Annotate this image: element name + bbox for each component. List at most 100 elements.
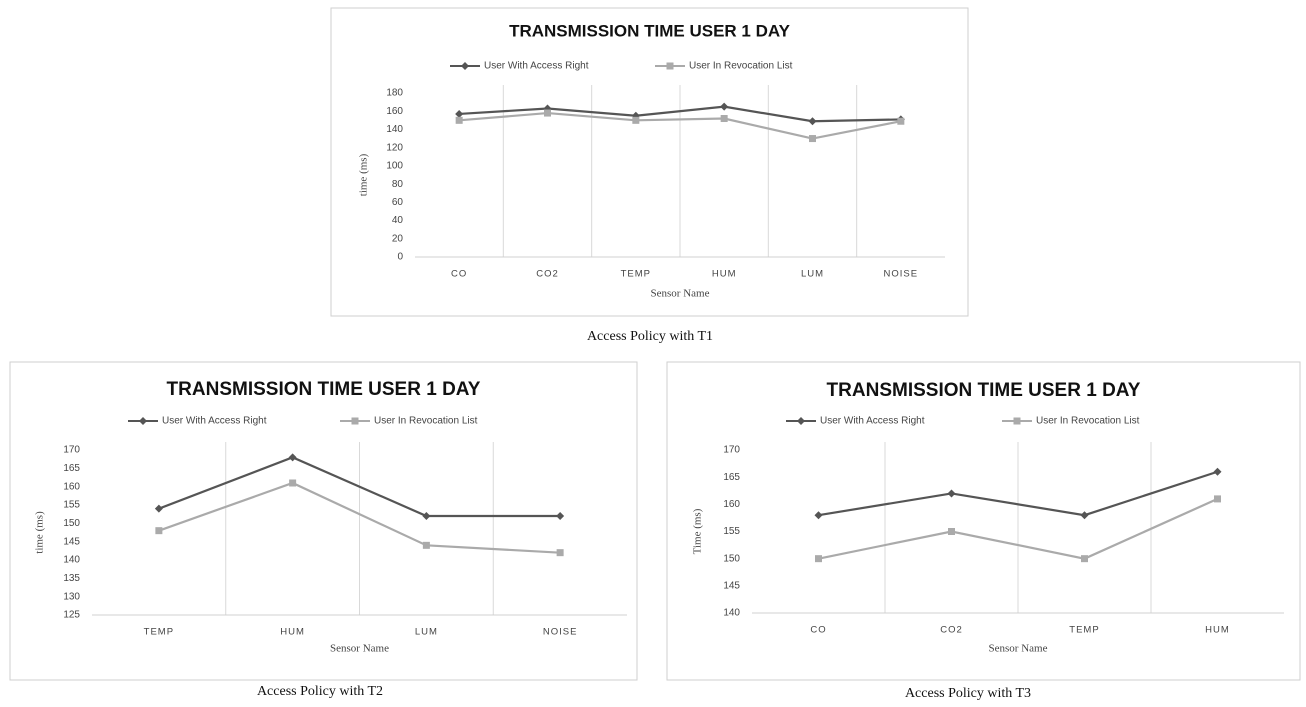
marker [1213, 467, 1222, 476]
marker [1080, 511, 1089, 520]
marker [155, 527, 163, 535]
x-tick-label: HUM [280, 627, 305, 638]
marker [815, 555, 822, 563]
x-tick-label: CO [810, 625, 826, 636]
y-tick-label: 160 [386, 106, 403, 117]
y-tick-label: 40 [392, 215, 404, 226]
x-tick-label: LUM [801, 269, 824, 280]
marker [720, 102, 729, 111]
y-tick-label: 0 [397, 252, 403, 263]
y-tick-label: 170 [63, 445, 80, 456]
y-tick-label: 140 [723, 608, 740, 619]
series-line [818, 470, 1218, 517]
marker [720, 115, 728, 123]
x-tick-label: CO [451, 269, 467, 280]
marker [289, 479, 297, 487]
x-tick-label: LUM [415, 627, 438, 638]
y-tick-label: 150 [723, 553, 740, 564]
caption: Access Policy with T2 [257, 684, 383, 699]
chart-frame [666, 361, 1301, 681]
y-tick-label: 130 [63, 591, 80, 602]
legend-marker [351, 417, 359, 425]
y-tick-label: 60 [392, 197, 404, 208]
caption: Access Policy with T3 [905, 686, 1031, 701]
marker [1214, 495, 1221, 503]
marker [455, 109, 464, 118]
marker [154, 504, 163, 513]
y-tick-label: 150 [63, 518, 80, 529]
marker [422, 512, 431, 520]
y-axis-label: Time (ms) [692, 508, 704, 554]
x-tick-label: HUM [1205, 625, 1230, 636]
marker [809, 135, 816, 143]
x-tick-label: TEMP [144, 627, 174, 638]
legend-label: User In Revocation List [689, 61, 793, 72]
marker [632, 116, 640, 124]
chart-frame [330, 7, 969, 317]
y-axis-label: time (ms) [358, 153, 370, 196]
legend-marker [139, 417, 147, 425]
x-tick-label: CO2 [940, 625, 963, 636]
series-line [459, 111, 902, 140]
legend-marker [666, 62, 674, 70]
x-axis-label: Sensor Name [330, 643, 389, 655]
marker [1081, 555, 1088, 563]
y-tick-label: 135 [63, 573, 80, 584]
marker [544, 109, 551, 117]
legend-label: User With Access Right [484, 61, 589, 72]
y-tick-label: 140 [386, 124, 403, 135]
y-tick-label: 80 [392, 179, 404, 190]
y-tick-label: 140 [63, 555, 80, 566]
y-tick-label: 145 [723, 580, 740, 591]
series-line [818, 497, 1218, 560]
marker [947, 489, 956, 498]
legend-marker [797, 417, 805, 425]
series-line [158, 481, 561, 554]
chart-title: TRANSMISSION TIME USER 1 DAY [827, 380, 1141, 401]
marker [422, 541, 430, 549]
marker [556, 512, 565, 520]
y-tick-label: 160 [63, 481, 80, 492]
series-line [158, 456, 561, 518]
x-axis-label: Sensor Name [651, 288, 710, 300]
chart-title: TRANSMISSION TIME USER 1 DAY [509, 21, 791, 40]
y-tick-label: 20 [392, 233, 404, 244]
y-tick-label: 125 [63, 610, 80, 621]
legend-label: User In Revocation List [374, 416, 478, 427]
y-tick-label: 100 [386, 161, 403, 172]
y-tick-label: 165 [723, 472, 740, 483]
x-tick-label: NOISE [884, 269, 919, 280]
legend-marker [1013, 417, 1021, 425]
legend-label: User With Access Right [162, 416, 267, 427]
marker [556, 549, 564, 557]
marker [948, 528, 955, 535]
marker [808, 117, 817, 126]
legend-label: User With Access Right [820, 416, 925, 427]
x-tick-label: HUM [712, 269, 737, 280]
chart-frame [9, 361, 638, 681]
marker [814, 511, 823, 520]
y-tick-label: 160 [723, 499, 740, 510]
x-tick-label: CO2 [536, 269, 559, 280]
x-tick-label: TEMP [1069, 625, 1099, 636]
y-tick-label: 165 [63, 463, 80, 474]
y-tick-label: 145 [63, 536, 80, 547]
y-tick-label: 155 [723, 526, 740, 537]
marker [288, 453, 297, 462]
chart-title: TRANSMISSION TIME USER 1 DAY [167, 379, 481, 400]
series-line [459, 105, 901, 123]
y-tick-label: 180 [386, 88, 403, 99]
y-tick-label: 120 [386, 142, 403, 153]
x-tick-label: TEMP [621, 269, 651, 280]
y-tick-label: 170 [723, 445, 740, 456]
legend-marker [461, 62, 469, 70]
y-tick-label: 155 [63, 500, 80, 511]
x-tick-label: NOISE [543, 627, 578, 638]
caption: Access Policy with T1 [587, 329, 713, 344]
y-axis-label: time (ms) [34, 511, 46, 554]
legend-label: User In Revocation List [1036, 416, 1140, 427]
x-axis-label: Sensor Name [989, 643, 1048, 655]
marker [455, 116, 463, 124]
marker [897, 117, 905, 125]
